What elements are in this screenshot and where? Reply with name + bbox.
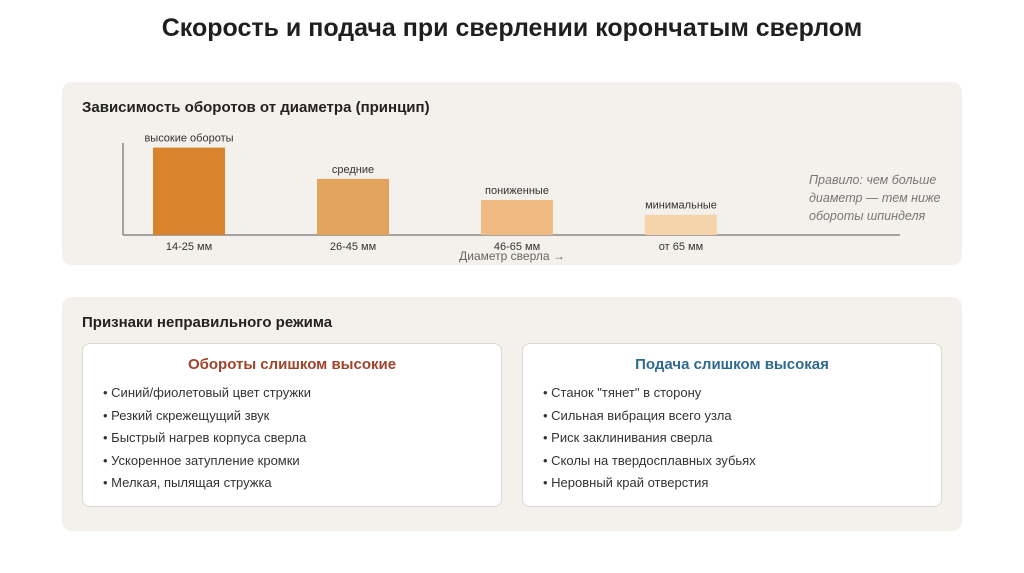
card-list: Синий/фиолетовый цвет стружкиРезкий скре… <box>103 382 311 495</box>
bar-label: средние <box>332 164 374 176</box>
card-item: Сильная вибрация всего узла <box>543 405 756 428</box>
card-item: Быстрый нагрев корпуса сверла <box>103 427 311 450</box>
bar <box>481 200 553 235</box>
x-tick-label: 26-45 мм <box>330 241 376 253</box>
card-list: Станок "тянет" в сторонуСильная вибрация… <box>543 382 756 495</box>
chart-panel: Зависимость оборотов от диаметра (принци… <box>62 82 962 265</box>
bar <box>645 214 717 235</box>
card-item: Мелкая, пылящая стружка <box>103 472 311 495</box>
bar <box>317 178 389 235</box>
bar <box>153 147 225 235</box>
card-title: Подача слишком высокая <box>635 356 829 373</box>
x-tick-label: от 65 мм <box>659 241 703 253</box>
bar-label: минимальные <box>645 200 717 212</box>
card-item: Сколы на твердосплавных зубьях <box>543 450 756 473</box>
signs-panel: Признаки неправильного режима Обороты сл… <box>62 297 962 531</box>
card-item: Резкий скрежещущий звук <box>103 405 311 428</box>
chart-note: Правило: чем больше диаметр — тем ниже о… <box>809 173 941 223</box>
signs-title: Признаки неправильного режима <box>82 314 333 331</box>
bar-label: пониженные <box>485 185 549 197</box>
sign-card: Обороты слишком высокие Синий/фиолетовый … <box>82 343 502 507</box>
card-item: Неровный край отверстия <box>543 472 756 495</box>
x-axis-label: Диаметр сверла → <box>459 249 565 263</box>
card-item: Риск заклинивания сверла <box>543 427 756 450</box>
x-tick-label: 14-25 мм <box>166 241 212 253</box>
bar-label: высокие обороты <box>144 133 233 145</box>
card-item: Станок "тянет" в сторону <box>543 382 756 405</box>
chart: высокие обороты 14-25 мм средние 26-45 мм по… <box>122 133 900 263</box>
card-item: Ускоренное затупление кромки <box>103 450 311 473</box>
card-item: Синий/фиолетовый цвет стружки <box>103 382 311 405</box>
sign-card: Подача слишком высокая Станок "тянет" в с… <box>522 343 942 507</box>
chart-title: Зависимость оборотов от диаметра (принци… <box>82 99 430 116</box>
card-title: Обороты слишком высокие <box>187 356 397 373</box>
page-title: Скорость и подача при сверлении корончат… <box>161 14 863 42</box>
x-tick-label: 46-65 мм <box>494 241 540 253</box>
